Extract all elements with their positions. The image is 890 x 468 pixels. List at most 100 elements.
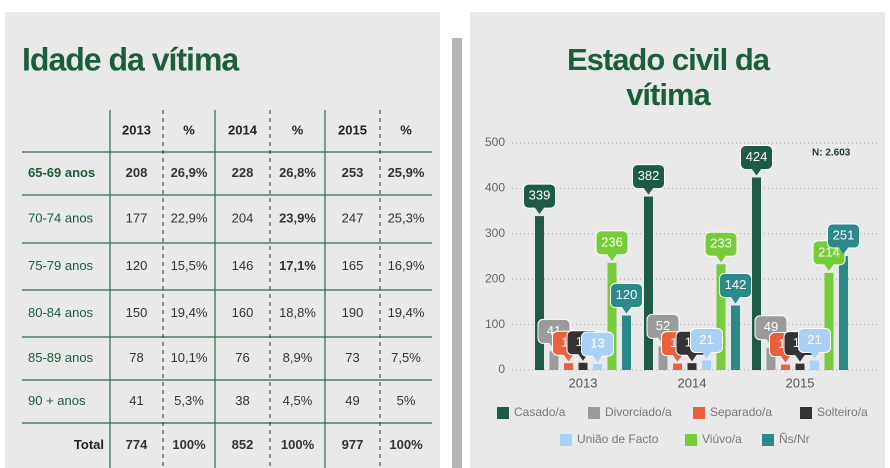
table-cell: 208 bbox=[126, 165, 148, 180]
callout-pointer bbox=[824, 263, 834, 271]
table-cell: 190 bbox=[342, 305, 364, 320]
callout-pointer bbox=[607, 253, 617, 261]
value-label: 382 bbox=[638, 168, 660, 183]
legend-swatch bbox=[693, 407, 705, 419]
bar bbox=[535, 216, 544, 370]
bar bbox=[702, 360, 711, 370]
legend-label: Casado/a bbox=[514, 405, 566, 419]
table-cell: 146 bbox=[232, 258, 254, 273]
divider bbox=[452, 38, 462, 468]
bar bbox=[795, 363, 805, 370]
value-label: 142 bbox=[725, 277, 747, 292]
table-cell: 120 bbox=[126, 258, 148, 273]
table-cell: 16,9% bbox=[388, 258, 425, 273]
table-cell: 204 bbox=[232, 210, 254, 225]
table-cell: 8,9% bbox=[283, 350, 313, 365]
table-cell: 15,5% bbox=[171, 258, 208, 273]
table-cell: 38 bbox=[235, 393, 249, 408]
row-label: 80-84 anos bbox=[28, 305, 94, 320]
bar bbox=[752, 177, 761, 370]
value-label: 52 bbox=[656, 318, 670, 333]
table-cell: 150 bbox=[126, 305, 148, 320]
table-header: % bbox=[400, 122, 412, 137]
value-label: 424 bbox=[746, 149, 768, 164]
table-cell: 19,4% bbox=[171, 305, 208, 320]
table-cell: 18,8% bbox=[279, 305, 316, 320]
table-cell: 76 bbox=[235, 350, 249, 365]
table-cell: 160 bbox=[232, 305, 254, 320]
callout-pointer bbox=[672, 354, 683, 362]
value-label: 21 bbox=[699, 332, 713, 347]
table-cell: 26,9% bbox=[171, 165, 208, 180]
table-cell: 253 bbox=[342, 165, 364, 180]
table-cell: 41 bbox=[129, 393, 143, 408]
legend-swatch bbox=[800, 407, 812, 419]
callout-pointer bbox=[838, 247, 849, 255]
value-label: 120 bbox=[616, 287, 638, 302]
bar bbox=[673, 363, 682, 370]
table-cell: 5% bbox=[397, 393, 416, 408]
y-tick-label: 300 bbox=[485, 226, 505, 240]
callout-pointer bbox=[534, 207, 545, 215]
table-cell: 177 bbox=[126, 210, 148, 225]
legend-label: Viúvo/a bbox=[702, 432, 742, 446]
y-tick-label: 200 bbox=[485, 271, 505, 285]
table-cell: 25,9% bbox=[388, 165, 425, 180]
table-cell: 977 bbox=[342, 437, 364, 452]
value-label: 21 bbox=[807, 332, 821, 347]
legend-swatch bbox=[560, 434, 572, 446]
legend-label: Separado/a bbox=[710, 405, 772, 419]
table-header: 2013 bbox=[122, 122, 151, 137]
value-label: 233 bbox=[710, 236, 732, 251]
bar bbox=[824, 272, 834, 370]
table-cell: 25,3% bbox=[388, 210, 425, 225]
table-header: 2015 bbox=[338, 122, 367, 137]
table-cell: 26,8% bbox=[279, 165, 316, 180]
bar bbox=[766, 347, 776, 370]
row-label: 90 + anos bbox=[28, 393, 86, 408]
callout-pointer bbox=[687, 354, 697, 362]
annotation: N: 2.603 bbox=[812, 148, 851, 159]
table-cell: 774 bbox=[126, 437, 148, 452]
table-cell: 78 bbox=[129, 350, 143, 365]
legend-swatch bbox=[588, 407, 600, 419]
table-cell: 165 bbox=[342, 258, 364, 273]
legend-label: União de Facto bbox=[577, 432, 659, 446]
value-label: 49 bbox=[764, 319, 778, 334]
table-cell: 100% bbox=[172, 437, 206, 452]
bar bbox=[564, 363, 573, 370]
table-cell: 100% bbox=[281, 437, 315, 452]
table-cell: 49 bbox=[345, 393, 359, 408]
chart-title: Estado civil da vítima bbox=[566, 42, 770, 112]
bar bbox=[578, 362, 588, 370]
legend-label: Divorciado/a bbox=[605, 405, 672, 419]
x-tick-label: 2014 bbox=[678, 375, 707, 390]
table-title: Idade da vítima bbox=[22, 41, 239, 77]
table-header: % bbox=[292, 122, 304, 137]
row-label: Total bbox=[74, 437, 104, 452]
table-cell: 7,5% bbox=[391, 350, 421, 365]
bar bbox=[644, 196, 653, 370]
bar bbox=[716, 264, 726, 370]
legend-label: Ñs/Nr bbox=[779, 432, 810, 446]
bar bbox=[622, 315, 631, 370]
bar bbox=[607, 262, 617, 370]
value-label: 251 bbox=[833, 227, 855, 242]
bar bbox=[839, 256, 848, 370]
legend-swatch bbox=[497, 407, 509, 419]
table-header: % bbox=[183, 122, 195, 137]
bar bbox=[687, 363, 697, 370]
callout-pointer bbox=[643, 187, 654, 195]
row-label: 75-79 anos bbox=[28, 258, 94, 273]
table-cell: 5,3% bbox=[174, 393, 204, 408]
row-label: 70-74 anos bbox=[28, 210, 94, 225]
value-label: 339 bbox=[529, 188, 551, 203]
table-cell: 4,5% bbox=[283, 393, 313, 408]
bar bbox=[810, 360, 819, 370]
callout-pointer bbox=[621, 306, 632, 314]
bar bbox=[658, 346, 668, 370]
callout-pointer bbox=[780, 355, 791, 363]
row-label: 65-69 anos bbox=[28, 165, 95, 180]
